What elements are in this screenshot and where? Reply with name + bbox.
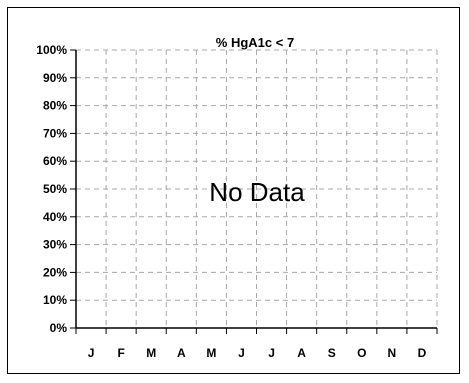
y-tick-label: 80% xyxy=(43,99,67,113)
x-tick-label: M xyxy=(206,346,216,360)
x-tick-label: J xyxy=(268,346,275,360)
grid-lines xyxy=(76,49,438,328)
y-tick-labels: 0% 10% 20% 30% 40% 50% 60% 70% 80% 90% 100% xyxy=(36,43,67,335)
x-tick-label: D xyxy=(418,346,427,360)
x-tick-label: N xyxy=(388,346,397,360)
x-tick-label: J xyxy=(238,346,245,360)
y-tick-label: 100% xyxy=(36,43,67,57)
y-tick-label: 60% xyxy=(43,154,67,168)
x-tick-label: M xyxy=(146,346,156,360)
y-tick-label: 30% xyxy=(43,238,67,252)
y-tick-label: 40% xyxy=(43,210,67,224)
x-tick-label: F xyxy=(117,346,124,360)
no-data-label: No Data xyxy=(209,177,305,207)
y-tick-label: 50% xyxy=(43,182,67,196)
y-tick-label: 10% xyxy=(43,293,67,307)
y-tick-label: 0% xyxy=(50,321,68,335)
y-tick-label: 90% xyxy=(43,71,67,85)
x-tick-label: O xyxy=(357,346,366,360)
axes xyxy=(70,49,438,334)
y-tick-label: 70% xyxy=(43,126,67,140)
y-tick-label: 20% xyxy=(43,265,67,279)
x-tick-label: J xyxy=(88,346,95,360)
x-tick-label: A xyxy=(297,346,306,360)
chart-frame xyxy=(7,7,460,374)
x-tick-label: S xyxy=(328,346,336,360)
x-tick-label: A xyxy=(177,346,186,360)
chart-title: % HgA1c < 7 xyxy=(216,35,294,50)
